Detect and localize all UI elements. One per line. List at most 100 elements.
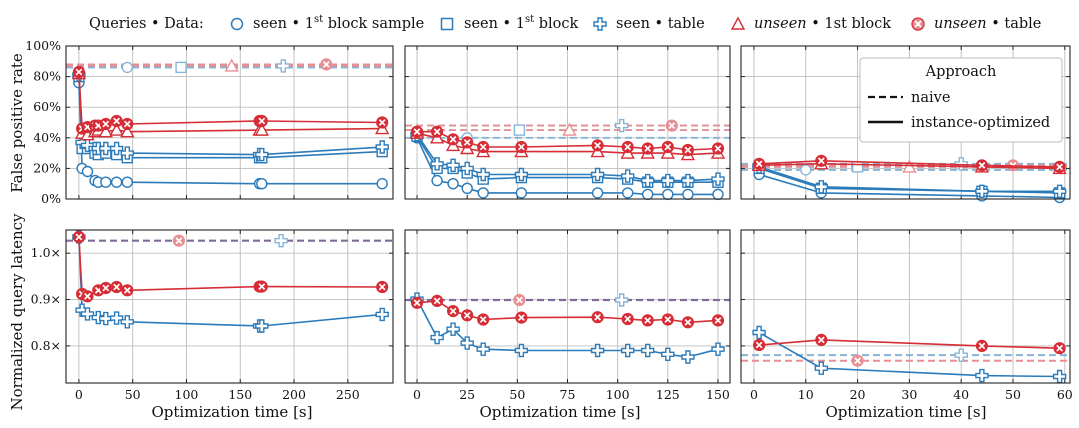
panel-lat-0: 0.8× 0.9× 1.0× 0 50 100 150 200 250 xyxy=(31,229,394,402)
point-seen-table xyxy=(99,141,113,156)
point-unseen-table xyxy=(515,311,528,324)
point-unseen-table xyxy=(591,311,604,324)
series-line-seen-block-sample xyxy=(758,173,1060,199)
x-tick-label: 100 xyxy=(606,387,630,402)
top-legend: Queries • Data: seen • 1st block sample … xyxy=(89,14,1041,32)
point-unseen-block xyxy=(98,124,113,138)
point-seen-table xyxy=(109,141,124,156)
legend-label-unseen-block: unseen • 1st block xyxy=(754,16,891,32)
naive-marker-seen-block xyxy=(175,61,187,74)
series-line-seen-table xyxy=(758,331,1060,378)
point-unseen-table xyxy=(81,290,94,303)
point-seen-table xyxy=(590,343,605,358)
point-seen-table xyxy=(814,361,828,375)
y-tick-label: 100% xyxy=(25,38,61,53)
point-seen-table xyxy=(109,311,124,325)
point-seen-table xyxy=(460,161,474,176)
point-unseen-table xyxy=(255,280,268,293)
point-seen-block-sample xyxy=(376,177,388,190)
point-unseen-table xyxy=(975,339,989,352)
panel-fpr-1-frame xyxy=(404,45,731,200)
point-seen-table xyxy=(476,342,490,356)
point-seen-table xyxy=(446,158,460,173)
y-tick-label: 40% xyxy=(33,130,61,145)
y-tick-label: 0.8× xyxy=(31,338,61,353)
point-seen-block-sample xyxy=(110,176,123,188)
panel-fpr-1 xyxy=(404,45,731,201)
x-tick-label: 30 xyxy=(901,387,917,402)
point-seen-table xyxy=(80,307,95,321)
panel-lat-1: 0 25 50 75 100 125 150 xyxy=(404,229,731,402)
x-tick-label: 150 xyxy=(706,387,730,402)
naive-marker-unseen-block xyxy=(902,159,917,173)
legend-label-seen-block: seen • 1st block xyxy=(464,14,578,32)
point-unseen-table xyxy=(431,125,444,138)
x-tick-label: 0 xyxy=(75,387,83,402)
naive-marker-seen-block-sample xyxy=(800,164,812,176)
point-seen-block-sample xyxy=(477,187,489,199)
point-seen-block-sample xyxy=(515,187,528,199)
legend-marker-unseen-block xyxy=(730,16,746,30)
y-tick-label: 0.9× xyxy=(31,292,61,307)
point-unseen-table xyxy=(461,309,474,322)
point-unseen-table xyxy=(1053,160,1066,173)
point-seen-table xyxy=(120,315,135,329)
point-unseen-block xyxy=(109,122,124,136)
point-seen-block-sample xyxy=(642,188,654,201)
panel-fpr-0: 0% 20% 40% 60% 80% 100% xyxy=(25,38,394,206)
point-seen-table xyxy=(590,167,605,182)
point-seen-table xyxy=(814,180,828,194)
panel-fpr-0-frame xyxy=(65,45,394,200)
legend-label-unseen-table: unseen • table xyxy=(934,16,1041,32)
x-tick-label: 50 xyxy=(1005,387,1021,402)
point-seen-block-sample xyxy=(431,174,443,187)
point-unseen-table xyxy=(255,114,268,128)
point-seen-table xyxy=(80,138,95,153)
point-seen-table xyxy=(446,322,460,336)
naive-marker-unseen-table xyxy=(851,354,864,367)
naive-marker-unseen-table xyxy=(513,293,526,307)
point-unseen-table xyxy=(410,296,424,309)
naive-marker-unseen-block xyxy=(224,58,239,72)
point-unseen-table xyxy=(975,159,989,172)
x-tick-label: 0 xyxy=(413,387,421,402)
approach-legend-title: Approach xyxy=(925,64,997,80)
legend-label-seen-block-sample: seen • 1st block sample xyxy=(253,14,424,32)
panel-lat-0-frame xyxy=(65,229,394,384)
point-unseen-table xyxy=(431,294,444,307)
point-seen-table xyxy=(1052,184,1067,199)
y-tick-label: 1.0× xyxy=(31,245,61,260)
point-seen-table xyxy=(975,368,989,383)
point-unseen-table xyxy=(447,133,460,146)
y-tick-label: 0% xyxy=(41,191,61,206)
point-seen-table xyxy=(752,325,766,340)
point-seen-table xyxy=(120,146,135,160)
point-unseen-block xyxy=(120,124,135,138)
legend-marker-seen-table xyxy=(593,17,607,31)
point-unseen-table xyxy=(752,338,766,352)
y-tick-label: 60% xyxy=(33,99,61,114)
point-unseen-table xyxy=(72,65,86,79)
series-line-seen-table xyxy=(758,166,1060,193)
point-seen-table xyxy=(430,330,444,345)
point-unseen-table xyxy=(711,314,725,327)
y-axis-label-latency: Normalized query latency xyxy=(8,213,26,410)
point-seen-block-sample xyxy=(712,188,724,201)
point-unseen-table xyxy=(447,305,460,318)
point-seen-block-sample xyxy=(461,182,473,195)
legend-label-seen-table: seen • table xyxy=(616,16,705,32)
x-tick-label: 25 xyxy=(459,387,475,402)
x-tick-label: 10 xyxy=(798,387,814,402)
y-tick-label: 80% xyxy=(33,69,61,84)
point-seen-table xyxy=(641,173,655,188)
naive-marker-seen-table xyxy=(615,118,629,133)
point-seen-table xyxy=(375,140,389,154)
point-unseen-table xyxy=(376,280,389,294)
point-seen-table xyxy=(621,169,635,183)
point-seen-table xyxy=(91,310,106,325)
x-tick-label: 100 xyxy=(175,387,199,402)
point-seen-table xyxy=(476,167,490,182)
x-tick-label: 0 xyxy=(750,387,758,402)
x-tick-label: 150 xyxy=(228,387,252,402)
